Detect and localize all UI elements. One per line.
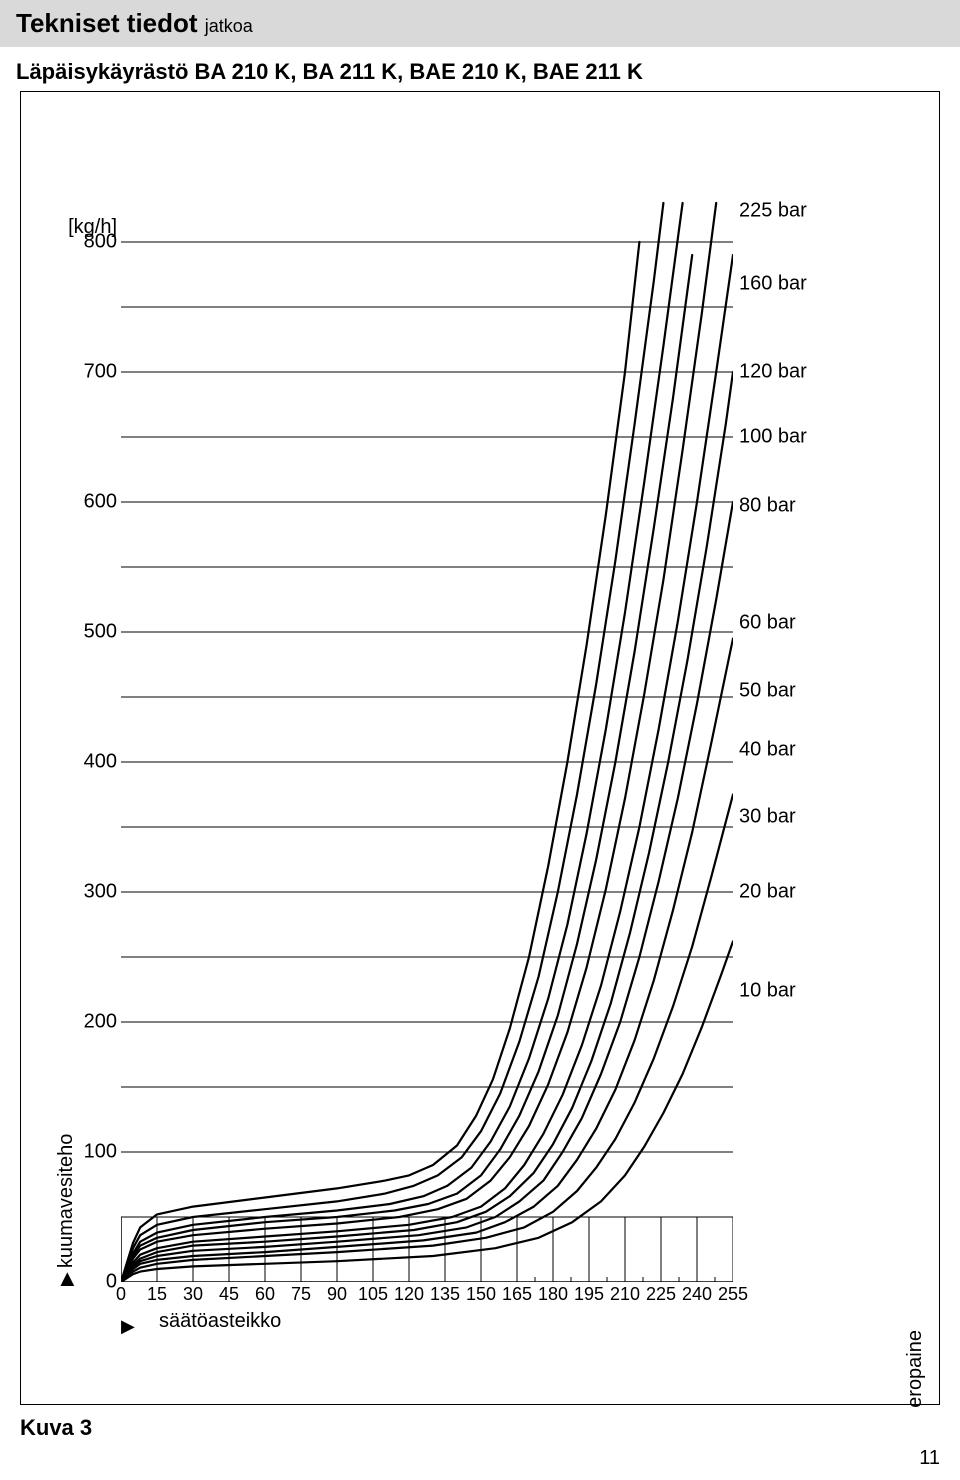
curve-label: 50 bar: [739, 679, 796, 702]
chart-svg: [121, 112, 733, 1282]
arrow-right-icon: ▶: [121, 1316, 135, 1337]
x-tick-label: 0: [116, 1284, 126, 1305]
y-tick-label: 400: [84, 751, 117, 774]
y-tick-label: 100: [84, 1141, 117, 1164]
x-axis-label: säätöasteikko: [159, 1310, 281, 1333]
curve-label: 60 bar: [739, 611, 796, 634]
x-tick-label: 60: [255, 1284, 275, 1305]
y-tick-label: 700: [84, 361, 117, 384]
x-tick-label: 120: [394, 1284, 424, 1305]
title-bar: Tekniset tiedot jatkoa: [0, 0, 960, 47]
y-tick-label: 500: [84, 621, 117, 644]
curve-label: 80 bar: [739, 494, 796, 517]
curve-label: 10 bar: [739, 979, 796, 1002]
x-tick-label: 165: [502, 1284, 532, 1305]
y-tick-label: 800: [84, 231, 117, 254]
x-tick-label: 30: [183, 1284, 203, 1305]
chart-frame: [kg/h] ▶kuumavesiteho 010020030040050060…: [20, 91, 940, 1405]
curve-label: 120 bar: [739, 361, 807, 384]
x-tick-label: 90: [327, 1284, 347, 1305]
curve-label: 160 bar: [739, 272, 807, 295]
x-tick-label: 255: [718, 1284, 748, 1305]
y-tick-label: 600: [84, 491, 117, 514]
x-axis-ticks: 0153045607590105120135150165180195210225…: [121, 1282, 733, 1306]
x-tick-label: 225: [646, 1284, 676, 1305]
arrow-right-icon: ▶: [56, 1272, 76, 1286]
y-axis-label-right: eropaine: [904, 1330, 927, 1408]
curve-label: 30 bar: [739, 805, 796, 828]
curve-label: 40 bar: [739, 739, 796, 762]
subtitle: Läpäisykäyrästö BA 210 K, BA 211 K, BAE …: [0, 47, 960, 91]
x-tick-label: 15: [147, 1284, 167, 1305]
chart-plot: [121, 112, 733, 1282]
page-number: 11: [0, 1441, 960, 1480]
y-axis: [kg/h] ▶kuumavesiteho 010020030040050060…: [29, 112, 121, 1282]
x-tick-label: 210: [610, 1284, 640, 1305]
y-tick-label: 200: [84, 1011, 117, 1034]
x-tick-label: 45: [219, 1284, 239, 1305]
x-tick-label: 75: [291, 1284, 311, 1305]
curve-label: 20 bar: [739, 881, 796, 904]
y-axis-label-left: ▶kuumavesiteho: [55, 1134, 78, 1286]
x-tick-label: 195: [574, 1284, 604, 1305]
x-axis-label-row: ▶ säätöasteikko: [121, 1310, 733, 1334]
figure-label: Kuva 3: [20, 1415, 940, 1441]
x-tick-label: 105: [358, 1284, 388, 1305]
title-sub: jatkoa: [205, 16, 253, 36]
curve-label: 225 bar: [739, 199, 807, 222]
curve-labels-column: 225 bar 160 bar 120 bar 100 bar 80 bar 60 bar…: [733, 112, 857, 1282]
curve-label: 100 bar: [739, 426, 807, 449]
x-tick-label: 135: [430, 1284, 460, 1305]
x-tick-label: 150: [466, 1284, 496, 1305]
y-tick-label: 300: [84, 881, 117, 904]
x-tick-label: 180: [538, 1284, 568, 1305]
title-main: Tekniset tiedot: [16, 8, 198, 38]
x-tick-label: 240: [682, 1284, 712, 1305]
